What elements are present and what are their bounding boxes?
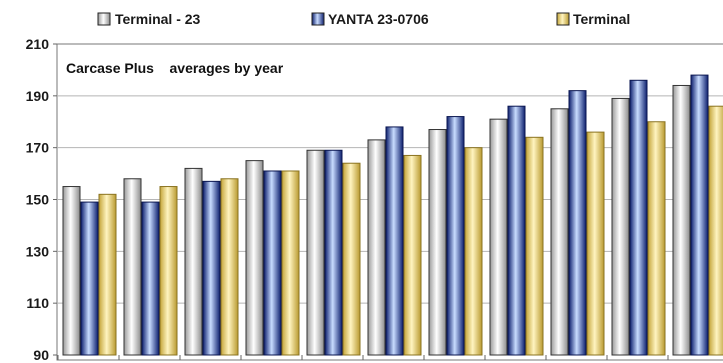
y-tick-label: 90 <box>33 347 49 363</box>
bar-terminal-23 <box>489 118 508 356</box>
legend-label-terminal-23: Terminal - 23 <box>115 11 201 27</box>
bar-terminal-23 <box>611 97 630 356</box>
bar-terminal <box>220 178 239 356</box>
bar-yanta-23-0706 <box>446 116 465 356</box>
bar-terminal-23 <box>245 160 264 356</box>
bar-yanta-23-0706 <box>263 170 282 356</box>
bar-terminal <box>647 121 666 356</box>
bar-yanta-23-0706 <box>629 79 648 356</box>
bar-terminal-23 <box>306 149 325 356</box>
y-tick-label: 150 <box>26 192 50 208</box>
y-axis: 90 110 130 150 170 190 210 <box>26 36 57 363</box>
bar-terminal <box>98 193 117 356</box>
bars <box>62 74 723 356</box>
bar-terminal <box>525 136 544 356</box>
bar-terminal <box>464 147 483 356</box>
bar-yanta-23-0706 <box>202 180 221 356</box>
bar-terminal-23 <box>367 139 386 356</box>
bar-yanta-23-0706 <box>324 149 343 356</box>
bar-terminal <box>281 170 300 356</box>
bar-yanta-23-0706 <box>507 105 526 356</box>
y-tick-label: 190 <box>26 88 50 104</box>
bar-terminal <box>342 162 361 356</box>
y-tick-label: 210 <box>26 36 50 52</box>
legend-swatch-terminal <box>556 12 570 26</box>
bar-terminal <box>586 131 605 356</box>
bar-terminal <box>403 154 422 356</box>
bar-yanta-23-0706 <box>141 201 160 356</box>
bar-yanta-23-0706 <box>385 126 404 356</box>
bar-terminal-23 <box>123 178 142 356</box>
x-axis-ticks <box>57 355 669 360</box>
legend-swatch-terminal-23 <box>97 12 111 26</box>
legend-label-yanta: YANTA 23-0706 <box>328 11 429 27</box>
chart-title: Carcase Plus averages by year <box>66 60 284 76</box>
bar-terminal-23 <box>550 108 569 356</box>
bar-yanta-23-0706 <box>568 90 587 356</box>
legend-label-terminal: Terminal <box>573 11 630 27</box>
legend-swatch-yanta <box>311 12 325 26</box>
bar-terminal-23 <box>428 129 447 356</box>
bar-yanta-23-0706 <box>690 74 709 356</box>
bar-terminal <box>708 105 723 356</box>
y-tick-label: 170 <box>26 140 50 156</box>
bar-terminal-23 <box>184 167 203 356</box>
bar-terminal <box>159 186 178 356</box>
y-tick-label: 130 <box>26 243 50 259</box>
bar-yanta-23-0706 <box>80 201 99 356</box>
y-tick-label: 110 <box>26 295 49 311</box>
bar-terminal-23 <box>672 84 691 356</box>
legend: Terminal - 23 YANTA 23-0706 Terminal <box>97 11 630 27</box>
bar-terminal-23 <box>62 186 81 356</box>
